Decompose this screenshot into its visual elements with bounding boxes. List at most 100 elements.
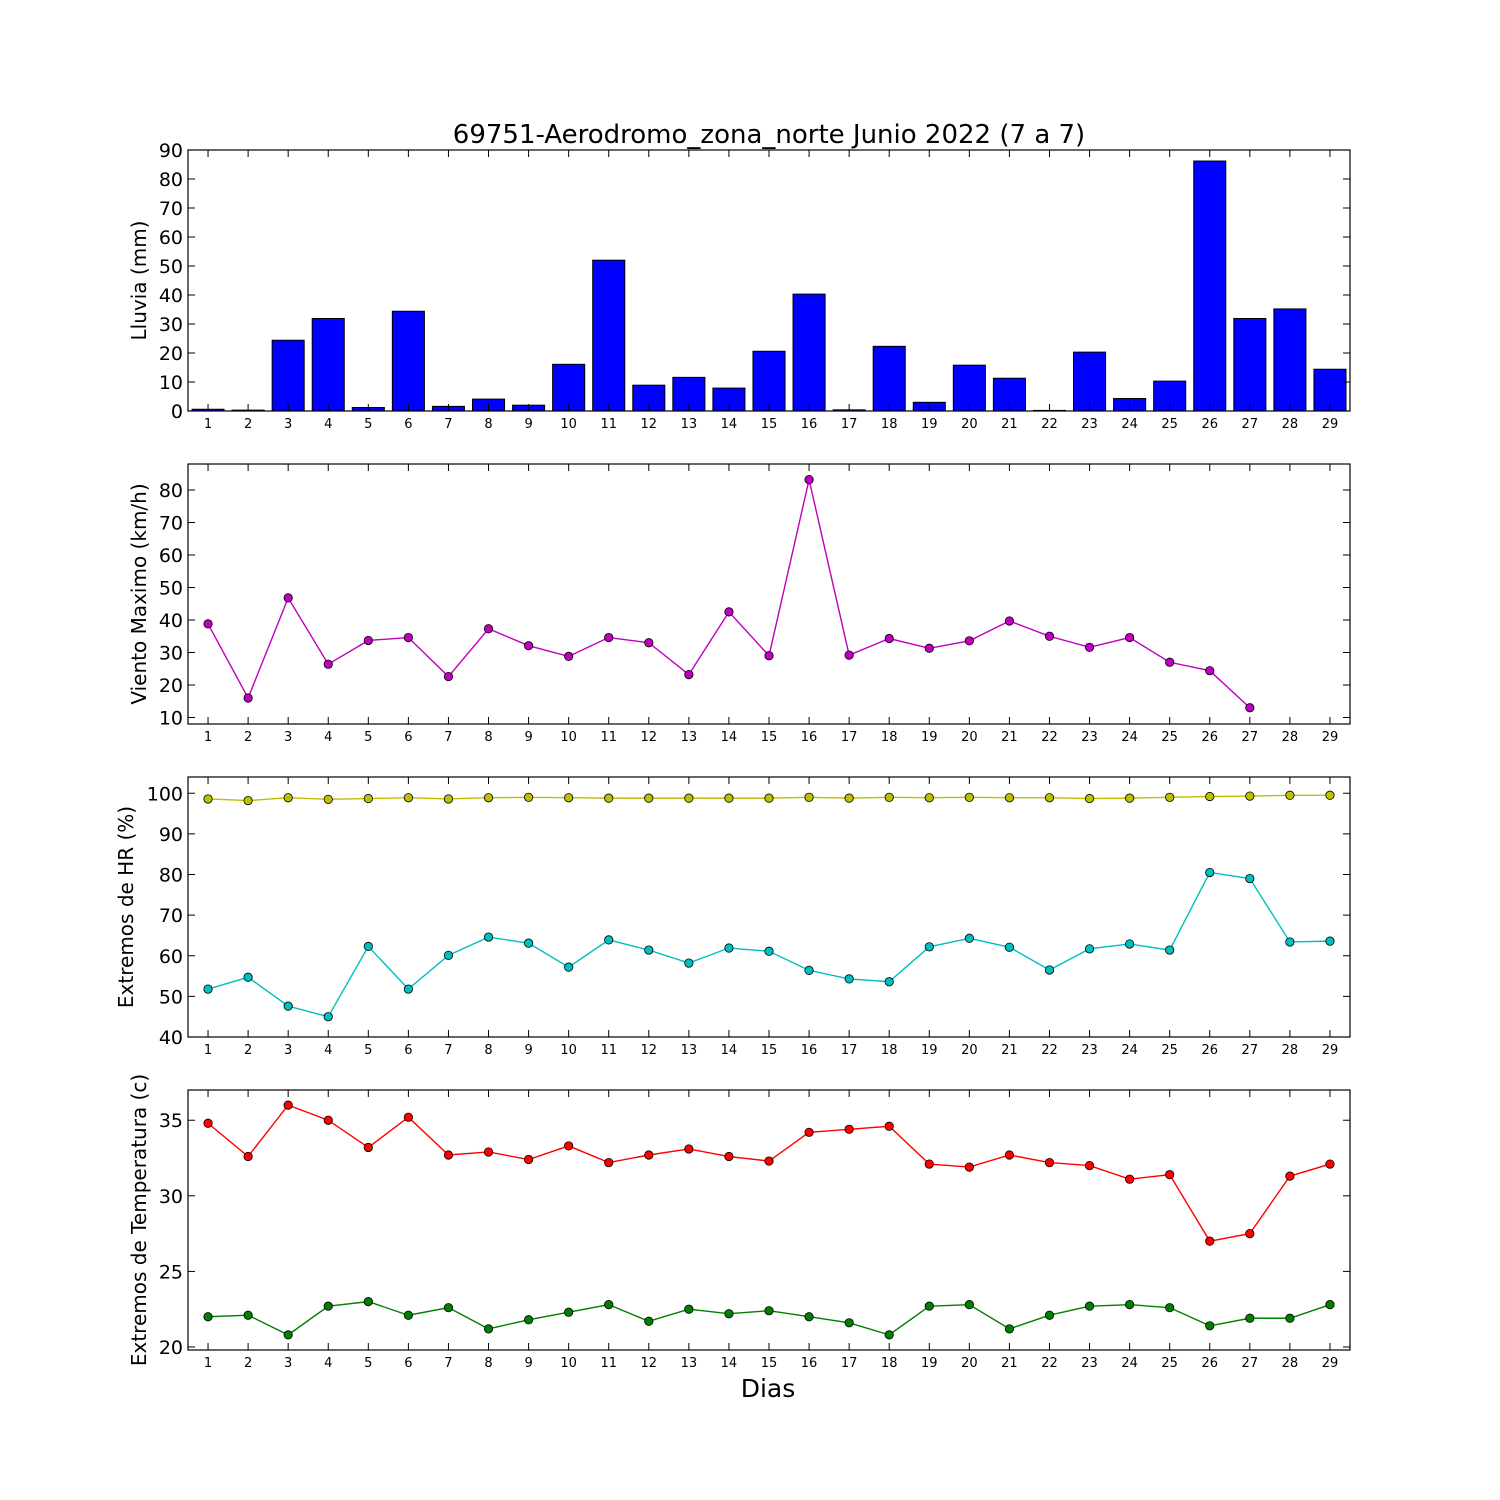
x-tick-label: 25	[1161, 1043, 1178, 1058]
x-tick-label: 5	[364, 1356, 372, 1371]
x-tick-label: 11	[600, 1356, 617, 1371]
data-point	[1125, 1300, 1135, 1310]
data-point	[684, 1144, 694, 1154]
x-tick-label: 27	[1242, 417, 1259, 432]
rain-bar	[792, 293, 826, 412]
x-tick-label: 29	[1322, 1356, 1339, 1371]
data-point	[964, 636, 974, 646]
x-tick-label: 18	[881, 1043, 898, 1058]
x-tick-label: 22	[1041, 730, 1058, 745]
x-tick-label: 23	[1081, 1356, 1098, 1371]
x-tick-label: 1	[204, 417, 212, 432]
rain-bar	[1193, 160, 1227, 412]
data-point	[1205, 1236, 1215, 1246]
data-point	[1165, 945, 1175, 955]
x-tick-label: 20	[961, 417, 978, 432]
x-tick-label: 5	[364, 730, 372, 745]
y-tick-label: 50	[159, 256, 183, 278]
x-tick-label: 17	[841, 730, 858, 745]
x-tick-label: 6	[404, 417, 412, 432]
data-point	[283, 1100, 293, 1110]
data-point	[1125, 793, 1135, 803]
data-point	[1004, 942, 1015, 952]
data-point	[523, 641, 534, 651]
x-tick-label: 10	[560, 730, 577, 745]
y-axis-label: Viento Maximo (km/h)	[127, 483, 151, 704]
x-tick-label: 1	[204, 1356, 212, 1371]
rain-bar	[952, 364, 986, 412]
data-point	[564, 1141, 574, 1151]
x-tick-label: 29	[1322, 1043, 1339, 1058]
y-tick-label: 50	[159, 986, 183, 1008]
data-point	[283, 1330, 293, 1340]
data-point	[564, 962, 574, 972]
data-point	[1044, 1310, 1055, 1320]
data-point	[964, 792, 974, 802]
data-point	[764, 1306, 774, 1316]
x-tick-label: 23	[1081, 417, 1098, 432]
data-point	[924, 793, 934, 803]
x-tick-label: 5	[364, 417, 372, 432]
data-point	[924, 1159, 934, 1169]
data-point	[924, 942, 934, 952]
y-axis-label: Extremos de Temperatura (c)	[127, 1074, 151, 1366]
y-tick-label: 60	[159, 946, 183, 968]
data-point	[684, 669, 694, 680]
data-point	[884, 792, 894, 802]
x-tick-label: 14	[721, 1356, 738, 1371]
series-line-2	[207, 871, 1330, 1018]
chart-title: 69751-Aerodromo_zona_norte Junio 2022 (7…	[453, 120, 1085, 150]
y-tick-label: 70	[159, 513, 183, 535]
data-point	[363, 941, 373, 952]
data-point	[964, 1162, 974, 1172]
y-tick-label: 60	[159, 227, 183, 249]
data-point	[243, 795, 253, 806]
y-tick-label: 70	[159, 905, 183, 927]
x-tick-label: 7	[444, 417, 452, 432]
data-point	[644, 638, 654, 648]
data-point	[684, 793, 694, 803]
data-point	[1245, 873, 1255, 884]
data-point	[1125, 632, 1135, 643]
x-tick-label: 2	[244, 730, 252, 745]
data-point	[884, 1330, 894, 1340]
rain-bar	[271, 339, 305, 412]
data-point	[483, 932, 494, 942]
data-point	[483, 1147, 494, 1157]
data-point	[1125, 939, 1135, 949]
data-point	[523, 792, 534, 802]
y-tick-label: 80	[159, 865, 183, 887]
x-tick-label: 18	[881, 1356, 898, 1371]
rain-bar	[552, 363, 586, 412]
data-point	[1205, 1321, 1215, 1331]
rain-bar	[1073, 351, 1107, 412]
x-tick-label: 8	[484, 730, 492, 745]
data-point	[283, 593, 293, 603]
y-tick-label: 20	[159, 675, 183, 697]
x-tick-label: 12	[641, 1043, 658, 1058]
y-axis-label: Extremos de HR (%)	[114, 806, 138, 1008]
data-point	[1044, 793, 1055, 803]
x-tick-label: 29	[1322, 730, 1339, 745]
y-tick-label: 40	[159, 1027, 183, 1049]
x-tick-label: 12	[641, 417, 658, 432]
data-point	[1084, 793, 1095, 804]
x-tick-label: 20	[961, 730, 978, 745]
x-tick-label: 14	[721, 417, 738, 432]
x-tick-label: 14	[721, 1043, 738, 1058]
x-tick-label: 13	[681, 1356, 698, 1371]
data-point	[1325, 790, 1335, 800]
y-tick-label: 25	[159, 1261, 183, 1283]
x-tick-label: 25	[1161, 730, 1178, 745]
y-tick-label: 10	[159, 708, 183, 730]
data-point	[1125, 1174, 1135, 1184]
data-point	[604, 793, 614, 803]
x-tick-label: 21	[1001, 1356, 1018, 1371]
data-point	[323, 1115, 333, 1125]
x-tick-label: 1	[204, 1043, 212, 1058]
data-point	[203, 619, 213, 629]
x-tick-label: 7	[444, 1043, 452, 1058]
